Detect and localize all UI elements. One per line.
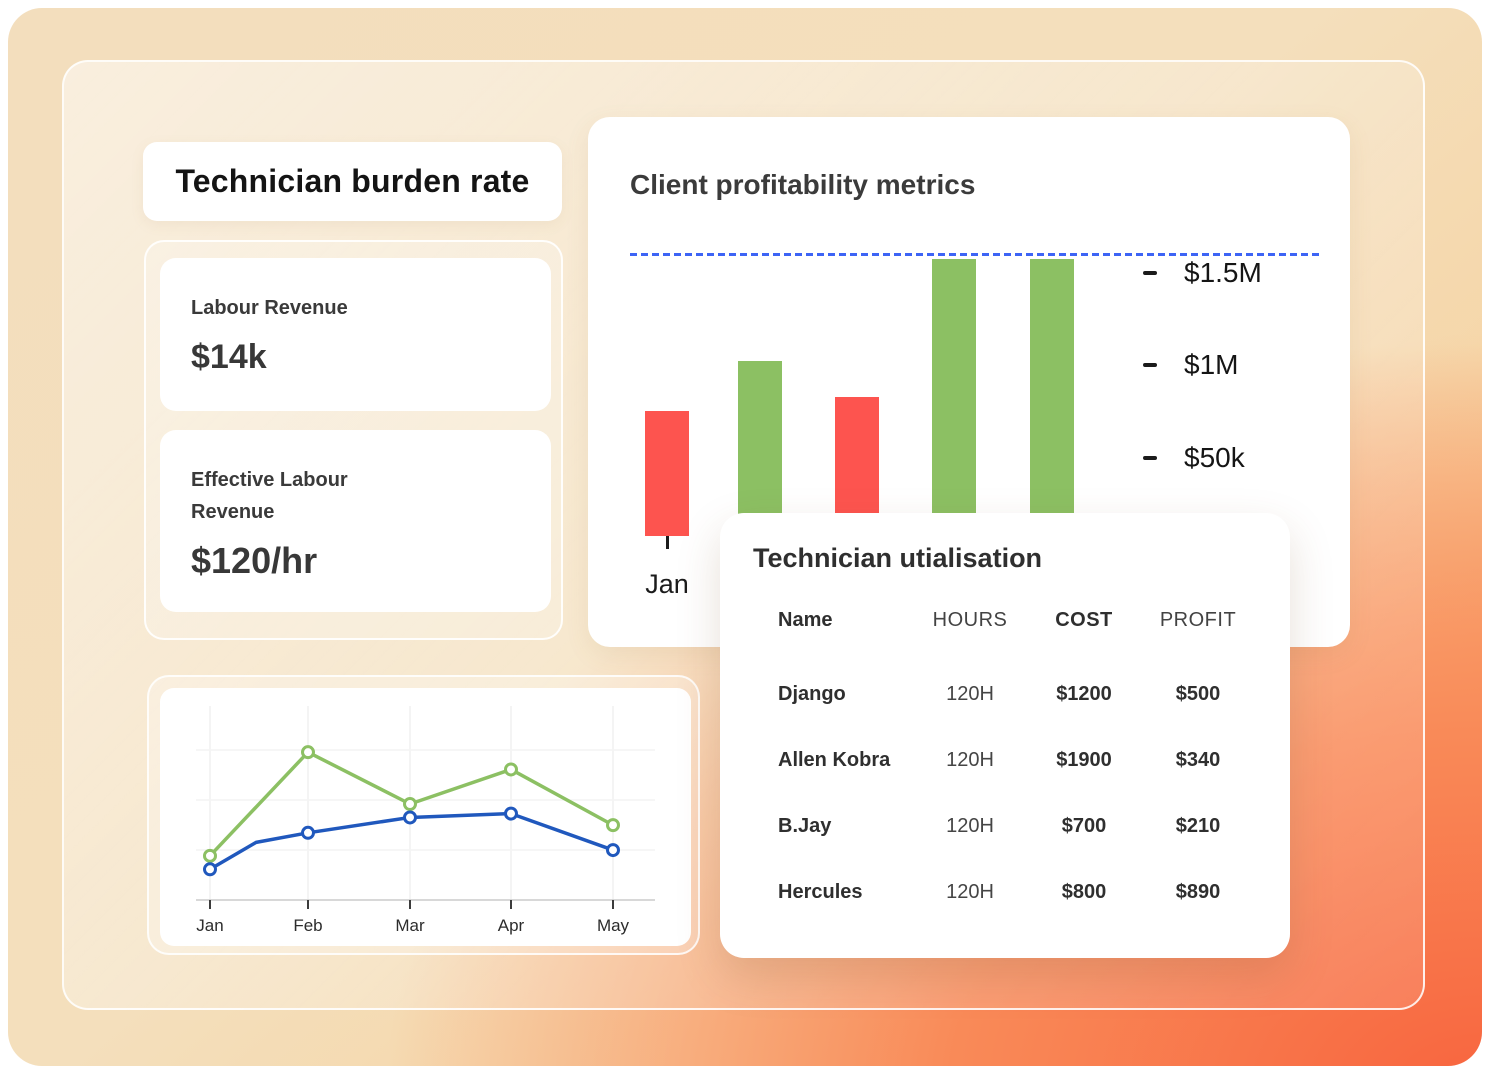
tick-dash [1143, 456, 1157, 460]
column-header-profit: PROFIT [1159, 608, 1237, 631]
target-dotted-line [630, 253, 1320, 256]
burden-rate-title-card: Technician burden rate [143, 142, 562, 221]
table-row: Hercules 120H $800 $890 [753, 859, 1268, 925]
burden-rate-title: Technician burden rate [175, 163, 530, 199]
kpi-label: Effective Labour Revenue [191, 469, 348, 523]
cost-value: $700 [1061, 814, 1107, 837]
utilisation-card: Technician utialisation Name HOURS COST … [720, 513, 1290, 958]
cost-value: $1200 [1056, 682, 1112, 705]
kpi-value: $120/hr [191, 540, 318, 581]
column-header-name: Name [778, 608, 833, 631]
x-axis-tick [666, 536, 669, 549]
hours-value: 120H [946, 880, 994, 903]
table-row: Django 120H $1200 $500 [753, 661, 1268, 727]
profitability-title: Client profitability metrics [630, 169, 976, 200]
trend-chart-card: Jan Feb Mar Apr May [160, 688, 691, 946]
utilisation-title: Technician utialisation [753, 543, 1043, 573]
profit-value: $890 [1175, 880, 1221, 903]
cost-value: $800 [1061, 880, 1107, 903]
technician-name: Hercules [778, 880, 863, 903]
hours-value: 120H [946, 682, 994, 705]
svg-text:Apr: Apr [498, 916, 525, 935]
y-axis-label: $1.5M [1143, 256, 1262, 290]
bar-month-3 [835, 397, 879, 536]
table-header-row: Name HOURS COST PROFIT [753, 587, 1268, 653]
profit-value: $210 [1175, 814, 1221, 837]
bar-chart [588, 117, 1350, 647]
technician-name: Allen Kobra [778, 748, 891, 771]
y-axis-label: $1M [1143, 348, 1238, 382]
y-axis-label: $50k [1143, 441, 1245, 475]
bar-month-5 [1030, 259, 1074, 536]
profit-value: $500 [1175, 682, 1221, 705]
table-row: Allen Kobra 120H $1900 $340 [753, 727, 1268, 793]
bar-Jan [645, 411, 689, 536]
bar-x-label: Jan [645, 569, 689, 599]
hours-value: 120H [946, 748, 994, 771]
svg-text:May: May [597, 916, 630, 935]
kpi-value: $14k [191, 338, 267, 376]
tick-dash [1143, 271, 1157, 275]
bar-month-4 [932, 259, 976, 536]
kpi-label: Labour Revenue [191, 297, 348, 319]
svg-text:Mar: Mar [395, 916, 425, 935]
svg-text:Feb: Feb [293, 916, 322, 935]
column-header-hours: HOURS [932, 608, 1008, 631]
technician-name: Django [778, 682, 846, 705]
utilisation-table: Name HOURS COST PROFIT Django 120H $1200… [753, 587, 1268, 925]
hours-value: 120H [946, 814, 994, 837]
tick-dash [1143, 363, 1157, 367]
kpi-group: Labour Revenue $14k Effective Labour Rev… [144, 240, 563, 640]
line-chart-svg: Jan Feb Mar Apr May [196, 706, 655, 935]
kpi-card-effective-labour-revenue: Effective Labour Revenue $120/hr [160, 430, 551, 612]
profit-value: $340 [1175, 748, 1221, 771]
trend-chart-wrapper: Jan Feb Mar Apr May [147, 675, 700, 955]
column-header-cost: COST [1055, 608, 1113, 631]
kpi-card-labour-revenue: Labour Revenue $14k [160, 258, 551, 411]
svg-text:Jan: Jan [196, 916, 223, 935]
bar-month-2 [738, 361, 782, 536]
technician-name: B.Jay [778, 814, 832, 837]
cost-value: $1900 [1056, 748, 1112, 771]
table-row: B.Jay 120H $700 $210 [753, 793, 1268, 859]
